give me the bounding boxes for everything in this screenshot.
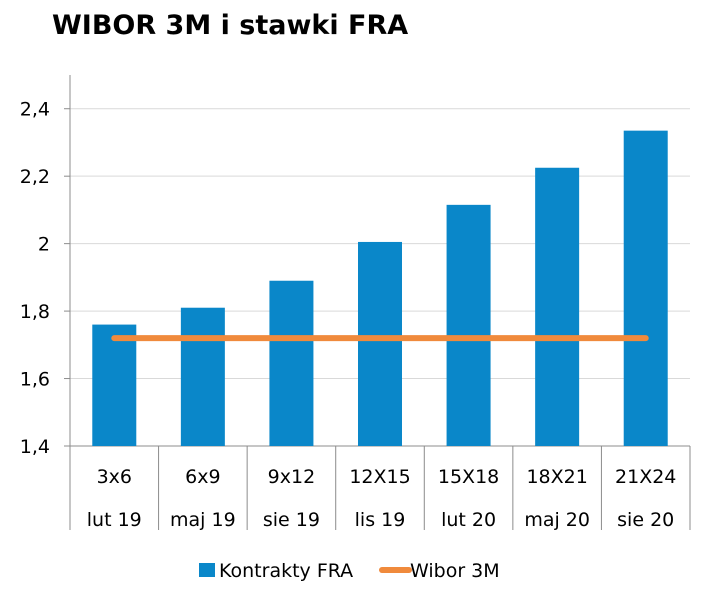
bar [446, 204, 491, 446]
legend-label-line: Wibor 3M [410, 560, 500, 582]
category-sublabel: lut 20 [441, 509, 496, 531]
legend-label-bars: Kontrakty FRA [219, 560, 353, 582]
bar [358, 241, 402, 446]
y-tick-label: 2,4 [20, 99, 50, 121]
axes [69, 75, 691, 530]
bar [92, 324, 137, 446]
y-tick-label: 2,2 [20, 166, 50, 188]
bar-series [92, 130, 668, 446]
bar [623, 130, 668, 446]
legend: Kontrakty FRA Wibor 3M [199, 560, 500, 582]
category-label: 18X21 [526, 466, 587, 488]
legend-swatch-bars [199, 563, 215, 577]
x-axis-categories: 3x6 lut 19 6x9 maj 19 9x12 sie 19 12X15 lis 19 1… [87, 466, 677, 531]
y-axis-ticks: 1,4 1,6 1,8 2 2,2 2,4 [20, 99, 70, 458]
bar [269, 280, 314, 446]
category-sublabel: sie 20 [617, 509, 674, 531]
y-tick-label: 1,6 [20, 369, 50, 391]
bar [180, 307, 225, 446]
category-sublabel: lut 19 [87, 509, 142, 531]
y-tick-label: 1,8 [20, 301, 50, 323]
category-sublabel: lis 19 [355, 509, 406, 531]
category-label: 12X15 [349, 466, 410, 488]
category-sublabel: sie 19 [263, 509, 320, 531]
y-tick-label: 2 [38, 234, 50, 256]
category-label: 15X18 [438, 466, 499, 488]
category-label: 3x6 [97, 466, 132, 488]
category-sublabel: maj 20 [524, 509, 590, 531]
y-tick-label: 1,4 [20, 436, 50, 458]
bar [535, 167, 580, 446]
category-label: 6x9 [185, 466, 220, 488]
category-label: 9x12 [268, 466, 316, 488]
category-label: 21X24 [615, 466, 676, 488]
category-sublabel: maj 19 [170, 509, 236, 531]
chart-title: WIBOR 3M i stawki FRA [52, 10, 409, 41]
